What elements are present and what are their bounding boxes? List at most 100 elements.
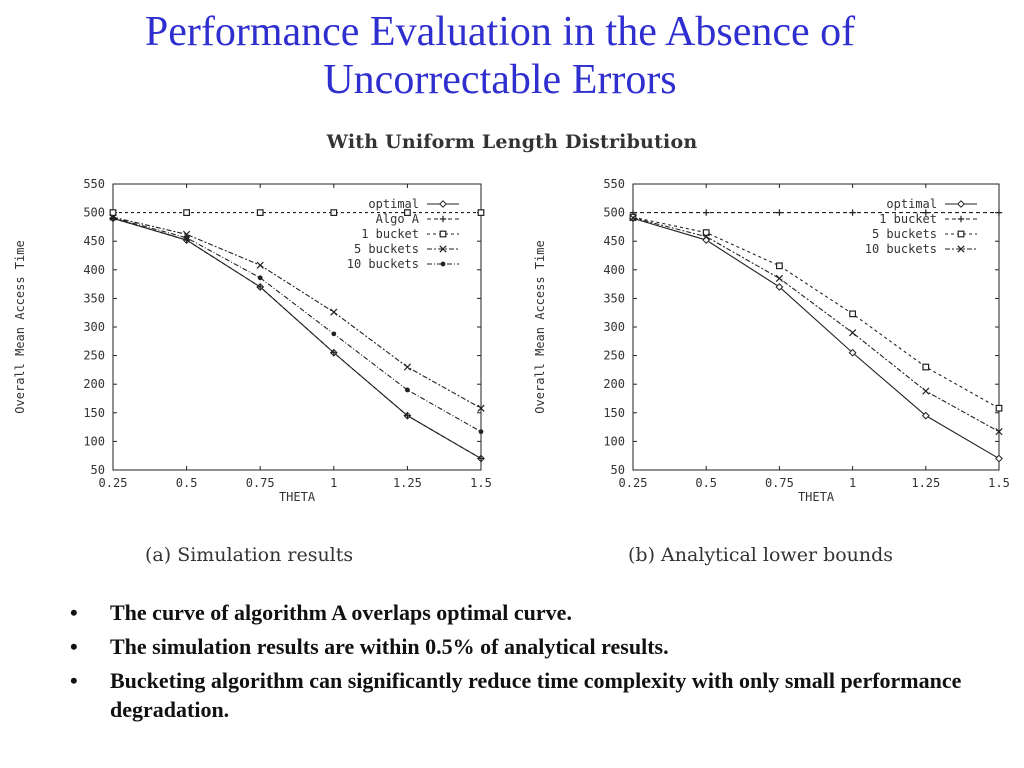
y-tick-label: 300 [603,320,625,334]
data-point [183,209,191,216]
bullet-item: The simulation results are within 0.5% o… [70,632,970,661]
data-point [776,262,783,270]
analytical-bounds-chart: 50 100 150 200 250 300 350 400 450 500 550 0.25 0.5 0… [533,177,1010,504]
series-line [632,217,1000,433]
series-line [632,216,1000,409]
legend-label: 5 buckets [354,242,419,256]
y-tick-label: 200 [83,377,105,391]
data-point [775,274,784,283]
data-point [776,209,783,216]
y-tick-label: 500 [83,206,105,220]
bullet-list: The curve of algorithm A overlaps optima… [70,598,970,729]
data-point [330,209,338,216]
y-tick-label: 400 [83,263,105,277]
caption-simulation: (a) Simulation results [145,544,354,566]
data-point [995,209,1003,216]
data-point [775,283,784,291]
legend-label: 1 bucket [361,227,419,241]
legend-marker [439,230,447,238]
legend-label: optimal [886,197,937,211]
data-point [995,404,1003,412]
legend-label: optimal [368,197,419,211]
legend-marker [957,245,965,253]
data-point [404,412,411,419]
series-10-buckets [110,215,484,435]
y-tick-label: 450 [603,234,625,248]
bullet-item: The curve of algorithm A overlaps optima… [70,598,970,627]
series-optimal [109,214,485,463]
x-tick-label: 1.5 [988,476,1010,490]
y-axis-label: Overall Mean Access Time [533,240,547,413]
x-tick-label: 0.5 [176,476,198,490]
plot-frame [632,183,1000,471]
y-tick-label: 50 [611,463,625,477]
series-line [112,217,482,433]
x-tick-label: 0.25 [619,476,648,490]
x-tick-label: 0.5 [695,476,717,490]
title-line-2: Uncorrectable Errors [323,57,677,103]
y-tick-label: 350 [83,291,105,305]
data-point [848,329,857,337]
legend-marker [440,261,446,267]
data-point [256,209,264,216]
data-point [922,209,929,216]
y-tick-label: 400 [603,263,625,277]
y-tick-label: 150 [603,406,625,420]
x-tick-label: 0.75 [246,476,275,490]
data-point [405,387,410,393]
data-point [702,232,710,241]
simulation-results-chart: 50 100 150 200 250 300 350 400 450 500 550 0.25 0.5 0… [13,177,492,504]
y-axis-label: Overall Mean Access Time [13,240,27,413]
legend-label: 10 buckets [865,242,937,256]
data-point [477,209,485,216]
data-point [477,455,485,462]
x-axis-label: THETA [279,490,316,504]
legend-marker [957,200,965,208]
y-tick-label: 550 [603,177,625,191]
y-tick-label: 450 [83,234,105,248]
data-point [995,454,1003,463]
legend-label: 1 bucket [879,212,937,226]
data-point [995,428,1003,436]
y-tick-label: 150 [83,406,105,420]
legend-marker [439,245,447,253]
data-point [921,411,930,420]
y-tick-label: 350 [603,291,625,305]
data-point [256,261,264,269]
series-line [112,217,482,460]
data-point [629,214,637,222]
data-point [257,283,264,291]
data-point [404,209,411,216]
data-point [848,348,857,357]
x-axis-label: THETA [798,490,835,504]
y-tick-label: 200 [603,377,625,391]
data-point [184,235,190,241]
data-point [182,230,191,238]
y-tick-label: 100 [83,434,105,448]
y-tick-label: 550 [83,177,105,191]
y-tick-label: 100 [603,434,625,448]
x-tick-label: 0.75 [765,476,794,490]
legend-label: 5 buckets [872,227,937,241]
data-point [330,349,337,356]
data-point [703,209,710,216]
legend-marker [439,200,447,208]
legend-label: 10 buckets [347,257,419,271]
legend-label: Algo A [376,212,420,226]
data-point [110,215,116,221]
plot-frame [112,183,482,471]
data-point [849,209,856,216]
y-tick-label: 250 [83,349,105,363]
data-point [922,387,930,395]
data-point [922,363,930,371]
series-1-bucket [629,209,1003,216]
series-optimal [629,214,1003,463]
data-point [849,310,856,318]
data-point [331,331,337,337]
y-tick-label: 250 [603,349,625,363]
y-tick-label: 50 [91,463,105,477]
legend-marker [439,215,447,223]
series-line [632,217,1000,460]
data-point [403,363,412,371]
series-5-buckets [629,213,1003,412]
